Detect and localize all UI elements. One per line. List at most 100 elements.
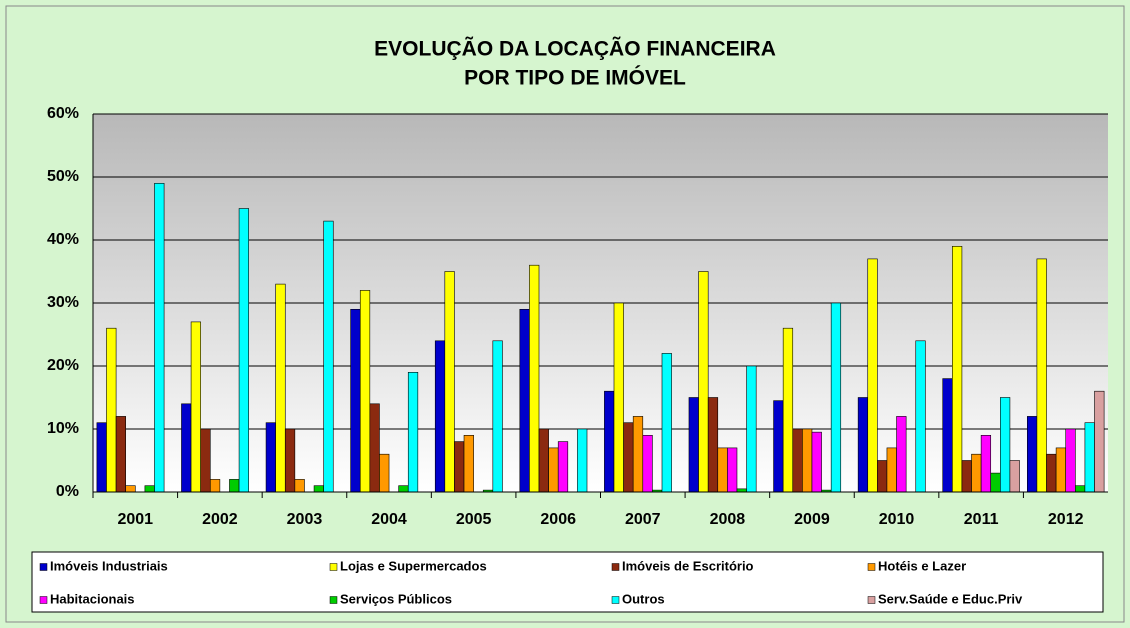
bar: [492, 340, 503, 493]
bar: [1065, 428, 1076, 493]
bar: [407, 371, 419, 493]
legend-label: Imóveis de Escritório: [622, 558, 754, 573]
bar: [886, 447, 897, 493]
legend: [31, 551, 1104, 613]
bar: [519, 308, 530, 493]
legend-swatch: [39, 596, 48, 604]
bar: [717, 447, 728, 493]
bar: [661, 353, 672, 493]
bar: [209, 479, 221, 493]
bar: [265, 422, 276, 493]
bar: [1084, 422, 1095, 493]
bar: [369, 403, 380, 493]
bar: [782, 327, 794, 493]
bar: [190, 321, 201, 493]
bar: [294, 479, 305, 493]
legend-swatch: [611, 563, 620, 571]
bar: [727, 447, 738, 493]
bar: [577, 428, 588, 493]
bar: [642, 434, 653, 493]
y-tick-label: 50%: [47, 168, 79, 185]
legend-label: Lojas e Supermercados: [340, 558, 487, 573]
legend-label: Hotéis e Lazer: [878, 558, 966, 573]
bar: [1094, 390, 1105, 493]
bar: [1055, 447, 1067, 493]
bar: [444, 271, 455, 493]
legend-swatch: [329, 563, 338, 571]
bar: [623, 422, 634, 493]
bar: [96, 422, 107, 493]
bar: [746, 365, 757, 493]
bar: [1075, 485, 1086, 493]
legend-label: Serviços Públicos: [340, 591, 452, 606]
bar: [707, 397, 719, 493]
bar: [538, 428, 549, 493]
bar: [632, 416, 644, 493]
bar: [971, 453, 982, 493]
bar: [604, 390, 615, 493]
y-tick-label: 40%: [47, 231, 79, 248]
bar: [200, 428, 211, 493]
legend-swatch: [867, 563, 876, 571]
bar: [952, 246, 963, 493]
bar: [144, 485, 155, 493]
y-tick-label: 60%: [47, 105, 79, 122]
bar: [857, 397, 869, 493]
bar: [698, 271, 709, 493]
legend-swatch: [867, 596, 876, 604]
bar: [1000, 397, 1011, 493]
bar: [613, 302, 624, 493]
bar: [877, 460, 888, 493]
chart-title: POR TIPO DE IMÓVEL: [464, 66, 686, 90]
y-tick-label: 30%: [47, 294, 79, 311]
bar: [867, 258, 878, 493]
x-tick-label: 2002: [202, 511, 238, 528]
bar: [125, 485, 136, 493]
bar: [1036, 258, 1047, 493]
bar: [1009, 460, 1020, 493]
bar: [238, 208, 249, 493]
bar: [811, 431, 822, 493]
bar: [350, 308, 361, 493]
bar: [1027, 416, 1038, 493]
bar: [323, 220, 334, 493]
bar: [1046, 453, 1057, 493]
x-tick-label: 2006: [540, 511, 576, 528]
bar: [313, 485, 324, 493]
bar: [379, 453, 390, 493]
legend-label: Outros: [622, 591, 665, 606]
x-tick-label: 2010: [879, 511, 915, 528]
bar: [359, 290, 371, 493]
y-tick-label: 20%: [47, 357, 79, 374]
y-tick-label: 0%: [56, 483, 79, 500]
legend-label: Habitacionais: [50, 591, 135, 606]
bar: [463, 434, 474, 493]
x-tick-label: 2004: [371, 511, 407, 528]
x-tick-label: 2001: [117, 511, 153, 528]
x-tick-label: 2008: [710, 511, 746, 528]
bar: [688, 397, 699, 493]
bar: [181, 403, 192, 493]
bar: [802, 428, 813, 493]
x-tick-label: 2012: [1048, 511, 1084, 528]
bar: [434, 340, 446, 493]
legend-label: Imóveis Industriais: [50, 558, 168, 573]
bar: [942, 378, 953, 493]
bar: [557, 441, 569, 493]
y-tick-label: 10%: [47, 420, 79, 437]
bar: [773, 400, 784, 493]
legend-label: Serv.Saúde e Educ.Priv: [878, 591, 1023, 606]
legend-swatch: [611, 596, 620, 604]
x-tick-label: 2009: [794, 511, 830, 528]
bar: [961, 460, 972, 493]
legend-swatch: [39, 563, 48, 571]
bar: [398, 485, 409, 493]
bar: [106, 327, 117, 493]
bar: [830, 302, 842, 493]
bar: [980, 434, 992, 493]
bar: [154, 183, 165, 493]
bar: [275, 283, 286, 493]
bar: [896, 416, 907, 493]
bar: [548, 447, 559, 493]
